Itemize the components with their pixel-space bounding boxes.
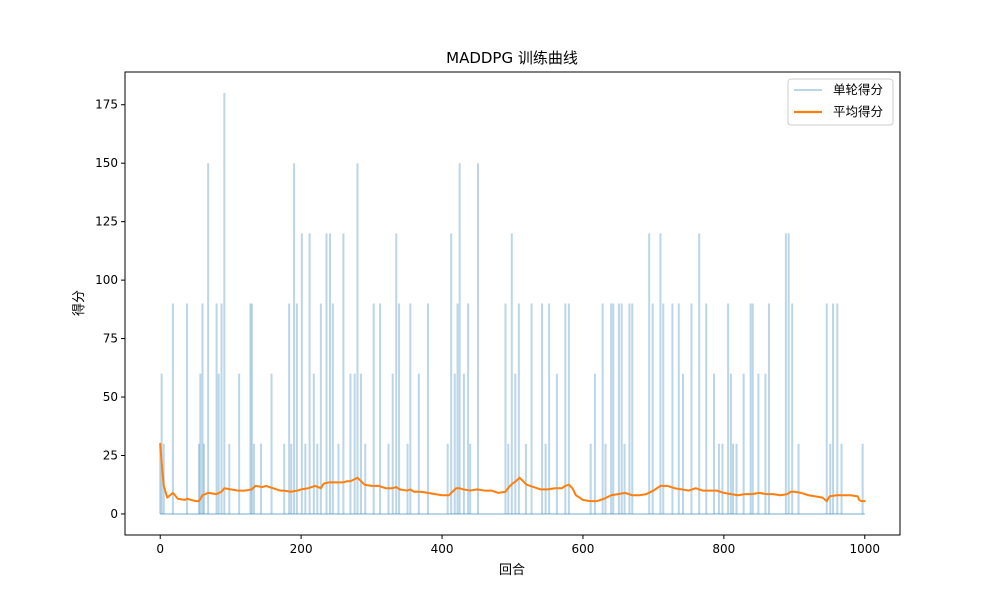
average-score-line — [159, 442, 866, 503]
x-tick-label: 1000 — [849, 542, 880, 556]
y-tick-label: 125 — [95, 215, 118, 229]
y-tick-label: 100 — [95, 273, 118, 287]
chart-title: MADDPG 训练曲线 — [446, 49, 578, 67]
y-tick-label: 75 — [103, 332, 118, 346]
y-tick-label: 25 — [103, 448, 118, 462]
x-tick-label: 0 — [156, 542, 164, 556]
y-tick-label: 50 — [103, 390, 118, 404]
x-tick-label: 600 — [571, 542, 594, 556]
x-tick-label: 200 — [290, 542, 313, 556]
legend-box — [787, 78, 894, 126]
y-tick-label: 0 — [110, 507, 118, 521]
x-axis-ticks: 0 200 400 600 800 1000 — [156, 535, 880, 556]
axes-frame — [124, 71, 901, 536]
x-tick-label: 800 — [712, 542, 735, 556]
y-axis-ticks: 0 25 50 75 100 125 150 175 — [95, 98, 125, 521]
x-axis-label: 回合 — [499, 563, 525, 578]
y-axis-label: 得分 — [71, 290, 87, 316]
plot-layer — [159, 93, 866, 515]
legend: 单轮得分 平均得分 — [787, 78, 894, 126]
x-tick-label: 400 — [431, 542, 454, 556]
y-tick-label: 150 — [95, 156, 118, 170]
legend-label-average: 平均得分 — [833, 104, 883, 119]
y-tick-label: 175 — [95, 98, 118, 112]
legend-label-single-episode: 单轮得分 — [833, 82, 883, 97]
